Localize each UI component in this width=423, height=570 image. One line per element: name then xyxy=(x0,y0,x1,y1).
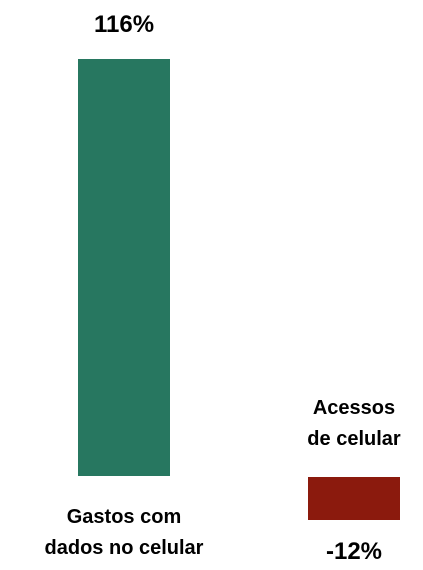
category-label-gastos: Gastos com dados no celular xyxy=(24,502,224,564)
value-label-acessos: -12% xyxy=(274,538,423,566)
category-label-gastos-line1: Gastos com xyxy=(24,502,224,533)
bar-gastos-com-dados xyxy=(78,59,170,476)
category-label-acessos-line1: Acessos xyxy=(254,393,423,424)
category-label-gastos-line2: dados no celular xyxy=(24,533,224,564)
value-label-gastos: 116% xyxy=(44,11,204,39)
bar-acessos-de-celular xyxy=(308,477,400,520)
category-label-acessos-line2: de celular xyxy=(254,424,423,455)
category-label-acessos: Acessos de celular xyxy=(254,393,423,455)
